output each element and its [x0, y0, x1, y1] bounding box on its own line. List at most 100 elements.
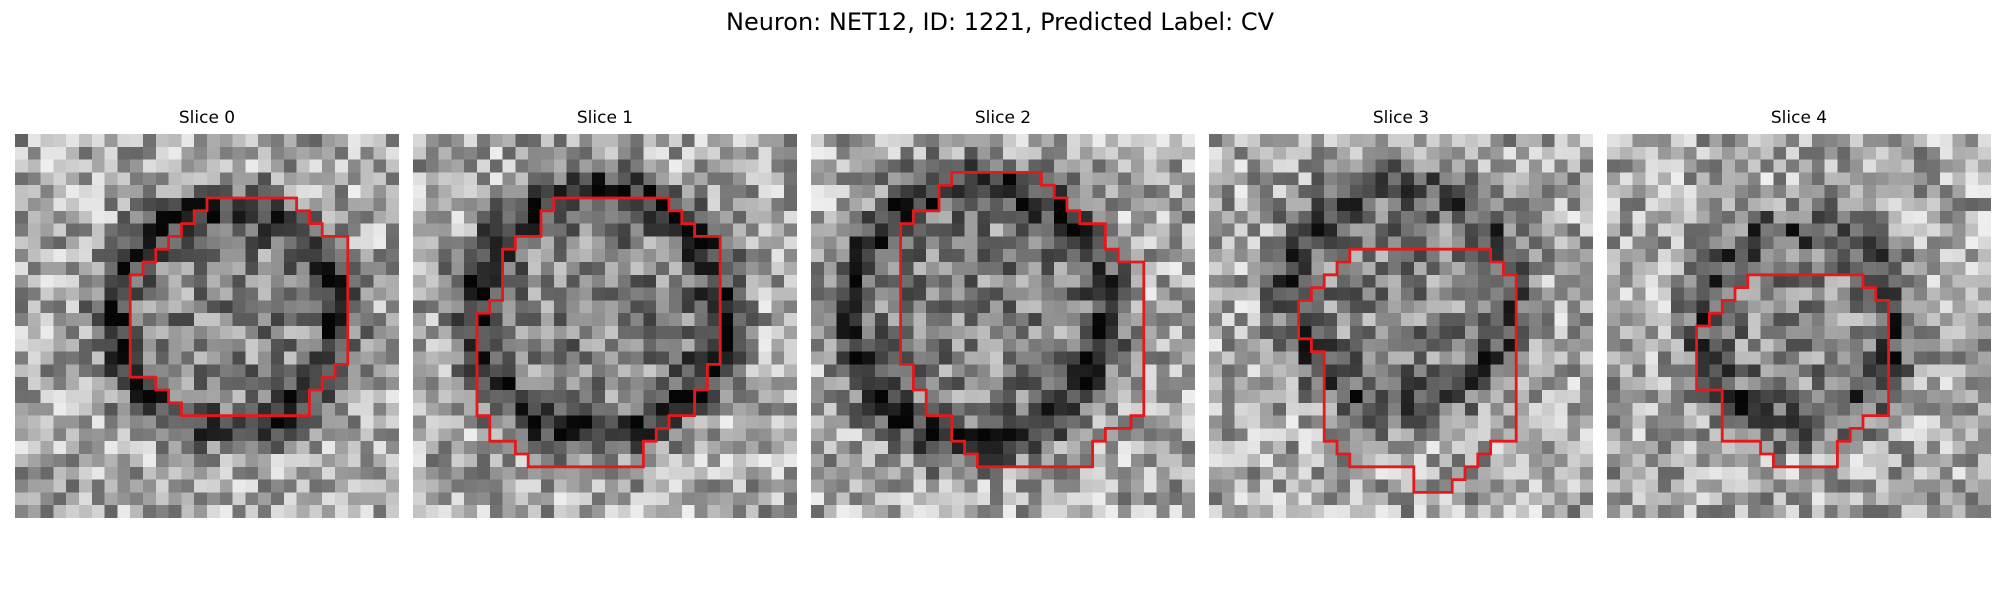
pixel	[373, 300, 387, 314]
pixel	[1722, 300, 1736, 314]
pixel	[579, 134, 593, 148]
pixel	[155, 223, 169, 237]
pixel	[1388, 415, 1402, 429]
pixel	[862, 198, 876, 212]
pixel	[579, 223, 593, 237]
pixel	[1735, 492, 1749, 506]
pixel	[1760, 492, 1774, 506]
pixel	[1952, 313, 1966, 327]
pixel	[1169, 172, 1183, 186]
pixel	[1747, 505, 1761, 518]
pixel	[1439, 146, 1453, 160]
pixel	[1477, 146, 1491, 160]
pixel	[1324, 326, 1338, 340]
pixel	[579, 364, 593, 378]
pixel	[1619, 300, 1633, 314]
pixel	[1529, 390, 1543, 404]
pixel	[40, 223, 54, 237]
pixel	[1041, 505, 1055, 518]
pixel	[1529, 377, 1543, 391]
pixel	[258, 326, 272, 340]
pixel	[1260, 210, 1274, 224]
pixel	[1939, 428, 1953, 442]
pixel	[1529, 479, 1543, 493]
pixel	[669, 287, 683, 301]
pixel	[258, 492, 272, 506]
pixel	[1799, 454, 1813, 468]
pixel	[1760, 402, 1774, 416]
pixel	[451, 300, 465, 314]
pixel	[130, 479, 144, 493]
pixel	[1786, 236, 1800, 250]
pixel	[219, 198, 233, 212]
pixel	[913, 466, 927, 480]
pixel	[823, 210, 837, 224]
pixel	[1747, 300, 1761, 314]
pixel	[1465, 377, 1479, 391]
pixel	[1503, 492, 1517, 506]
pixel	[990, 505, 1004, 518]
pixel	[990, 492, 1004, 506]
pixel	[1003, 364, 1017, 378]
pixel	[1079, 172, 1093, 186]
pixel	[617, 249, 631, 263]
pixel	[745, 326, 759, 340]
pixel	[40, 300, 54, 314]
pixel	[656, 415, 670, 429]
pixel	[1105, 134, 1119, 148]
pixel	[1671, 454, 1685, 468]
pixel	[40, 236, 54, 250]
pixel	[1927, 146, 1941, 160]
pixel	[1067, 351, 1081, 365]
pixel	[1156, 390, 1170, 404]
pixel	[1273, 262, 1287, 276]
pixel	[669, 454, 683, 468]
pixel	[489, 351, 503, 365]
pixel	[605, 210, 619, 224]
pixel	[1131, 492, 1145, 506]
pixel	[66, 505, 80, 518]
pixel	[1131, 313, 1145, 327]
pixel	[104, 364, 118, 378]
pixel	[1607, 185, 1621, 199]
pixel	[438, 210, 452, 224]
pixel	[1875, 492, 1889, 506]
pixel	[771, 236, 785, 250]
pixel	[515, 274, 529, 288]
pixel	[1952, 390, 1966, 404]
pixel	[219, 313, 233, 327]
pixel	[1156, 377, 1170, 391]
pixel	[694, 146, 708, 160]
pixel	[1388, 441, 1402, 455]
pixel	[79, 172, 93, 186]
pixel	[515, 454, 529, 468]
pixel	[579, 287, 593, 301]
pixel	[733, 313, 747, 327]
pixel	[630, 454, 644, 468]
pixel	[1760, 466, 1774, 480]
segmentation-contour-0	[128, 196, 350, 418]
pixel	[951, 223, 965, 237]
pixel	[66, 364, 80, 378]
pixel	[1439, 300, 1453, 314]
pixel	[1375, 262, 1389, 276]
pixel	[1799, 210, 1813, 224]
pixel	[1439, 338, 1453, 352]
pixel	[207, 326, 221, 340]
pixel	[771, 505, 785, 518]
pixel	[1747, 262, 1761, 276]
pixel	[143, 402, 157, 416]
pixel	[1503, 210, 1517, 224]
pixel	[1413, 351, 1427, 365]
pixel	[283, 466, 297, 480]
pixel	[1875, 364, 1889, 378]
pixel	[1567, 146, 1581, 160]
pixel	[771, 466, 785, 480]
pixel	[875, 505, 889, 518]
pixel	[1401, 146, 1415, 160]
pixel	[951, 415, 965, 429]
pixel	[1901, 198, 1915, 212]
pixel	[1580, 210, 1593, 224]
pixel	[155, 326, 169, 340]
pixel	[181, 249, 195, 263]
